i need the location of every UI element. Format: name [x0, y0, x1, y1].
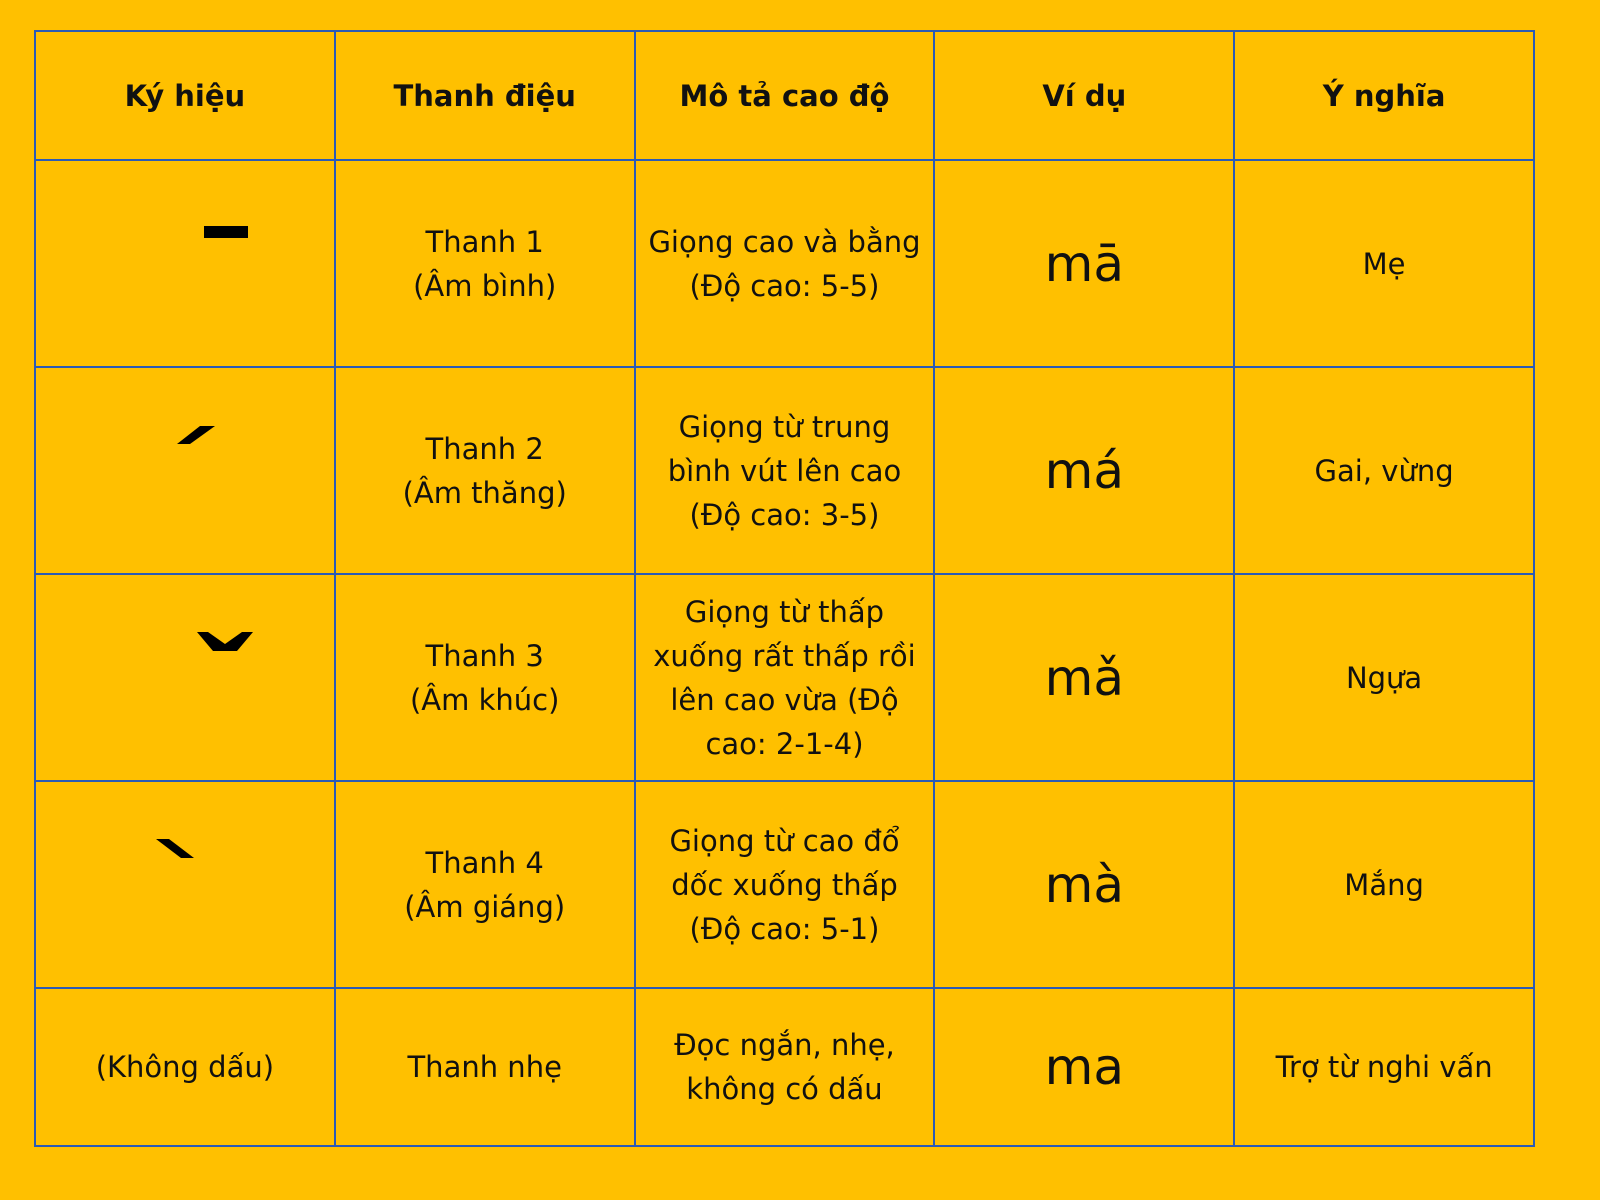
header-example: Ví dụ: [933, 30, 1236, 161]
example-cell: mǎ: [933, 573, 1236, 782]
description-cell: Giọng từ cao đổ dốc xuống thấp (Độ cao: …: [633, 780, 936, 989]
tone-label: Thanh 2: [425, 431, 544, 466]
meaning-cell: Mắng: [1233, 780, 1535, 989]
meaning-cell: Ngựa: [1233, 573, 1535, 782]
tone-table: Ký hiệu Thanh điệu Mô tả cao độ Ví dụ Ý …: [34, 30, 1535, 1147]
example-cell: mā: [933, 159, 1236, 368]
description-cell: Giọng từ trung bình vút lên cao (Độ cao:…: [633, 366, 936, 575]
caron-dipping-tone-icon: [197, 632, 253, 651]
meaning-cell: Gai, vừng: [1233, 366, 1535, 575]
table-row: Thanh 2 (Âm thăng) Giọng từ trung bình vú…: [34, 366, 1535, 575]
tone-name: (Âm giáng): [404, 889, 566, 924]
table-row: (Không dấu) Thanh nhẹ Đọc ngắn, nhẹ, khô…: [34, 987, 1535, 1147]
table-row: Thanh 3 (Âm khúc) Giọng từ thấp xuống rất…: [34, 573, 1535, 782]
grave-falling-tone-icon: [156, 839, 194, 858]
tone-name: (Âm bình): [413, 268, 557, 303]
description-cell: Giọng từ thấp xuống rất thấp rồi lên cao…: [633, 573, 936, 782]
header-row: Ký hiệu Thanh điệu Mô tả cao độ Ví dụ Ý …: [34, 30, 1535, 161]
symbol-cell: (Không dấu): [34, 987, 336, 1147]
tone-name: (Âm khúc): [409, 682, 560, 717]
symbol-cell: [34, 780, 336, 989]
acute-rising-tone-icon: [177, 426, 215, 444]
table-row: Thanh 4 (Âm giáng) Giọng từ cao đổ dốc xu…: [34, 780, 1535, 989]
example-cell: má: [933, 366, 1236, 575]
tone-cell: Thanh 4 (Âm giáng): [333, 780, 636, 989]
example-cell: ma: [933, 987, 1236, 1147]
header-description: Mô tả cao độ: [633, 30, 936, 161]
tone-cell: Thanh 1 (Âm bình): [333, 159, 636, 368]
tone-name: (Âm thăng): [402, 475, 567, 510]
tone-cell: Thanh 3 (Âm khúc): [333, 573, 636, 782]
header-symbol: Ký hiệu: [34, 30, 336, 161]
tone-label: Thanh 1: [425, 224, 544, 259]
tone-cell: Thanh 2 (Âm thăng): [333, 366, 636, 575]
tone-cell: Thanh nhẹ: [333, 987, 636, 1147]
meaning-cell: Trợ từ nghi vấn: [1233, 987, 1535, 1147]
tone-label: Thanh 4: [425, 845, 544, 880]
table-row: Thanh 1 (Âm bình) Giọng cao và bằng (Độ c…: [34, 159, 1535, 368]
meaning-cell: Mẹ: [1233, 159, 1535, 368]
header-meaning: Ý nghĩa: [1233, 30, 1535, 161]
macron-flat-tone-icon: [204, 226, 248, 238]
tone-label: Thanh 3: [425, 638, 544, 673]
symbol-cell: [34, 159, 336, 368]
header-tone: Thanh điệu: [333, 30, 636, 161]
description-cell: Đọc ngắn, nhẹ, không có dấu: [633, 987, 936, 1147]
symbol-cell: [34, 573, 336, 782]
description-cell: Giọng cao và bằng (Độ cao: 5-5): [633, 159, 936, 368]
example-cell: mà: [933, 780, 1236, 989]
symbol-cell: [34, 366, 336, 575]
